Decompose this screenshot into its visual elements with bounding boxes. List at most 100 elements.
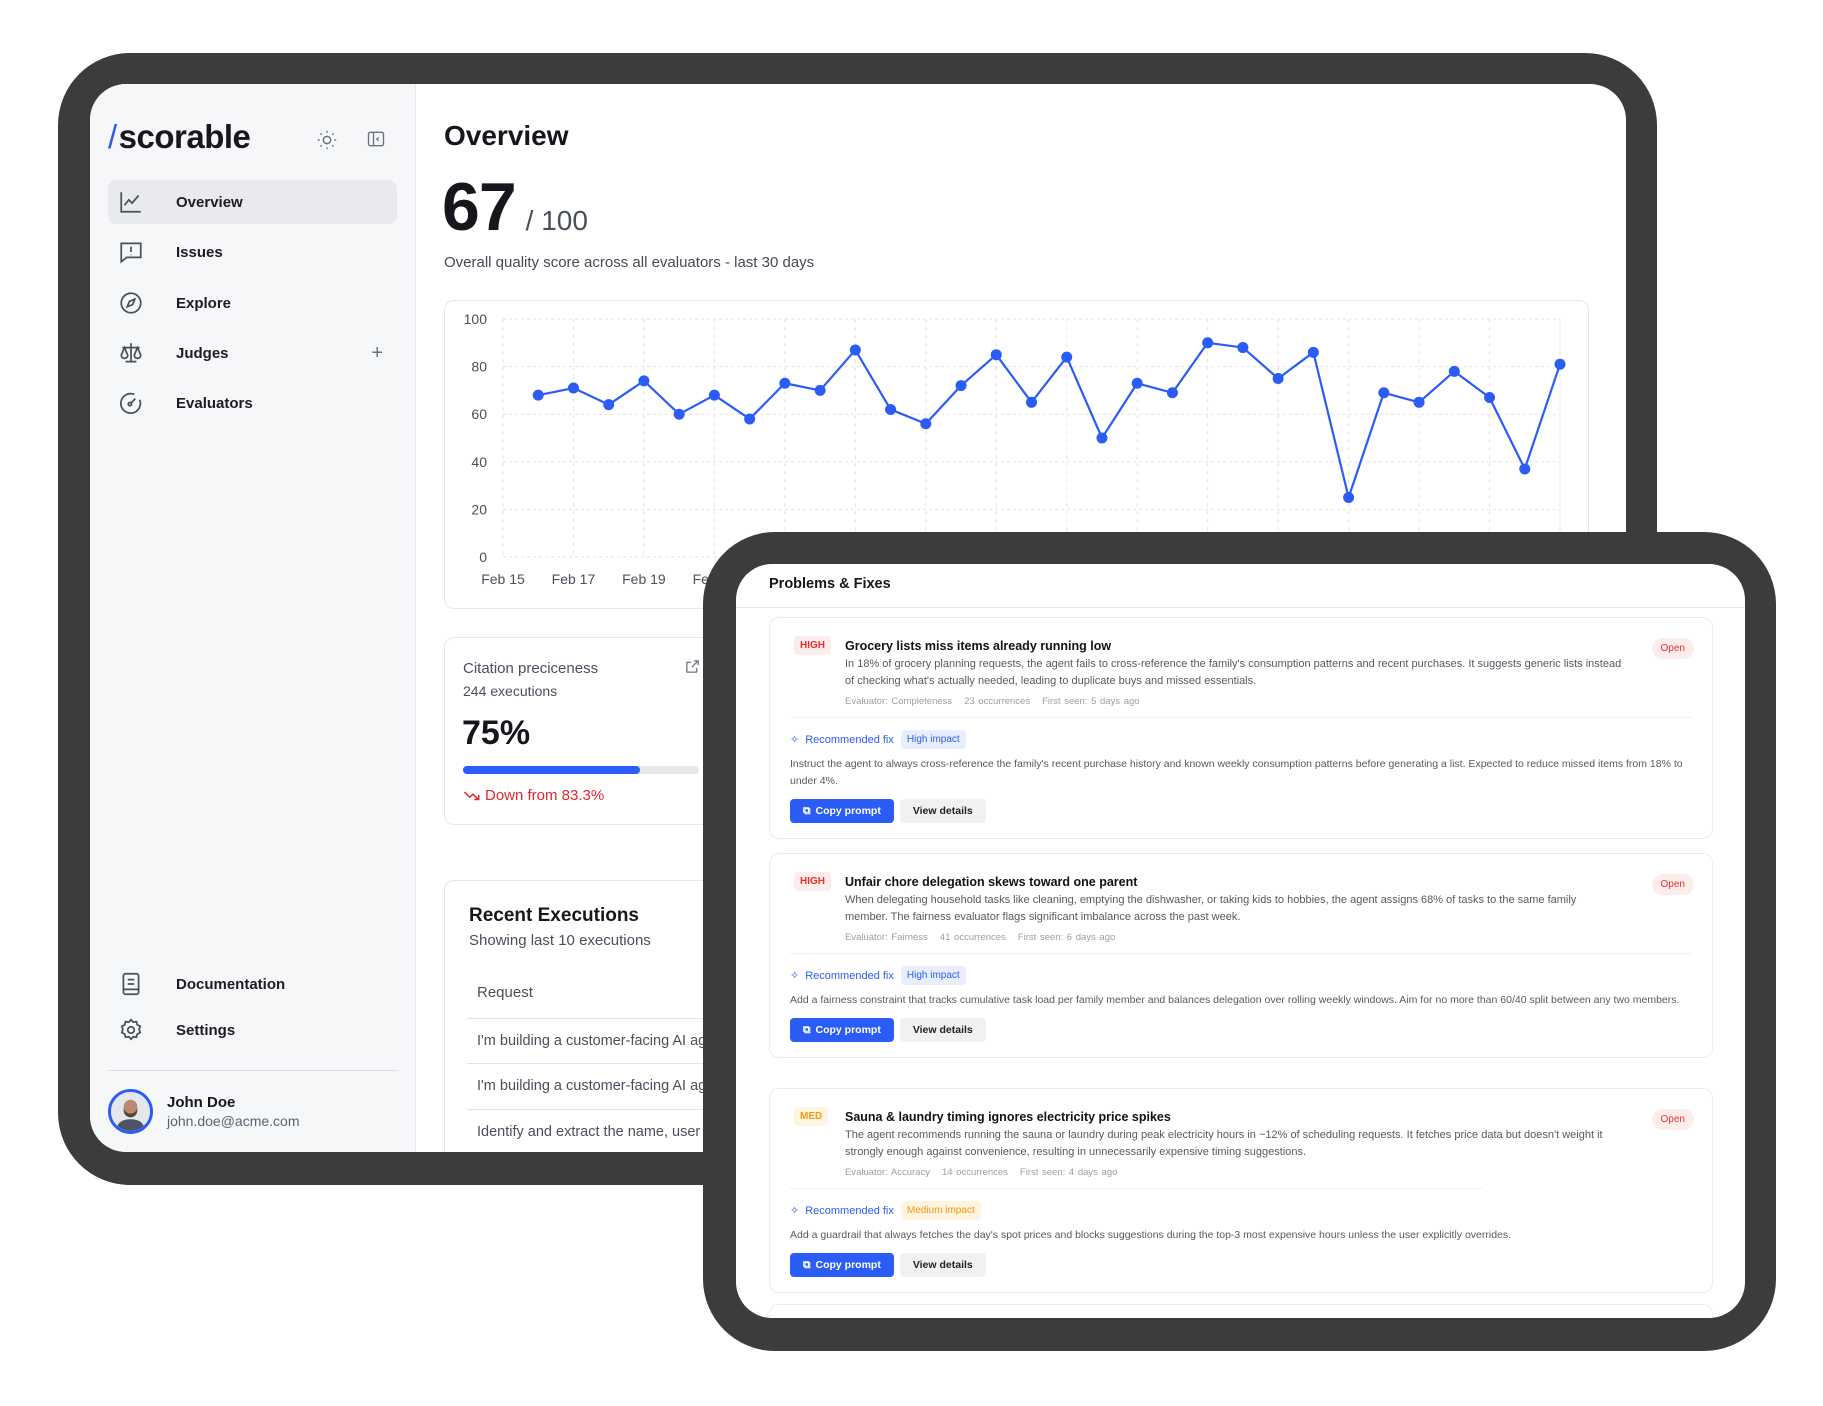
sidebar-item-label: Settings: [176, 1021, 236, 1039]
table-row[interactable]: I'm building a customer-facing AI ag: [477, 1078, 707, 1094]
logo-text: scorable: [118, 118, 251, 155]
y-tick-label: 0: [479, 549, 487, 565]
citation-preciceness-card[interactable]: Citation preciceness 244 executions 75% …: [444, 637, 716, 825]
data-point: [744, 413, 756, 425]
table-row[interactable]: I'm building a customer-facing AI ag: [477, 1033, 707, 1049]
problem-meta: Evaluator: Fairness 41 occurrences First s…: [845, 932, 1622, 943]
status-badge: Open: [1651, 638, 1694, 659]
score-caption: Overall quality score across all evaluat…: [444, 254, 815, 271]
data-point: [1237, 342, 1249, 354]
page-title: Overview: [444, 120, 569, 151]
sidebar-item-overview[interactable]: Overview: [108, 180, 397, 224]
gauge-icon: [118, 390, 144, 416]
fix-description: Add a guardrail that always fetches the …: [790, 1229, 1512, 1241]
sparkle-icon: ✧: [790, 734, 800, 746]
data-point: [567, 382, 579, 394]
data-point: [1448, 365, 1460, 377]
copy-prompt-button[interactable]: ⧉ Copy prompt: [790, 1253, 894, 1277]
impact-badge: Medium impact: [900, 1201, 981, 1220]
recommended-fix-label: Recommended fix: [805, 733, 894, 746]
logo[interactable]: /scorable: [108, 118, 251, 156]
problem-description: In 18% of grocery planning requests, the…: [845, 658, 1622, 687]
sidebar-item-evaluators[interactable]: Evaluators: [108, 381, 397, 425]
scale-icon: [118, 340, 144, 366]
add-judge-plus-icon[interactable]: +: [371, 341, 383, 364]
sidebar-item-settings[interactable]: Settings: [108, 1008, 397, 1052]
problem-meta: Evaluator: Completeness 23 occurrences Fir…: [845, 696, 1622, 707]
fix-description: Add a fairness constraint that tracks cu…: [790, 994, 1680, 1006]
sidebar-item-judges[interactable]: Judges +: [108, 331, 397, 375]
data-point: [1096, 432, 1108, 444]
sidebar-item-label: Documentation: [176, 975, 286, 993]
header-divider: [736, 607, 1745, 608]
button-label: Copy prompt: [815, 1259, 881, 1271]
problem-card: HIGH Open Grocery lists miss items alrea…: [769, 617, 1713, 839]
data-point: [885, 403, 897, 415]
x-tick-label: Feb 15: [481, 571, 525, 587]
divider: [790, 1188, 1482, 1189]
view-details-button[interactable]: View details: [899, 1253, 986, 1277]
y-tick-label: 20: [471, 501, 487, 517]
metric-progress-bar: [463, 766, 699, 774]
view-details-button[interactable]: View details: [899, 799, 986, 823]
trending-down-icon: [463, 791, 480, 801]
compass-icon: [118, 290, 144, 316]
message-alert-icon: [118, 239, 144, 265]
severity-badge: HIGH: [794, 636, 831, 655]
evaluator: Evaluator: Completeness: [845, 696, 953, 707]
data-point: [708, 389, 720, 401]
copy-prompt-button[interactable]: ⧉ Copy prompt: [790, 1018, 894, 1042]
data-point: [990, 349, 1002, 361]
metric-title: Citation preciceness: [463, 660, 599, 677]
metric-value: 75%: [462, 714, 531, 752]
copy-icon: ⧉: [803, 1023, 811, 1036]
table-row[interactable]: Identify and extract the name, user: [477, 1124, 701, 1140]
status-badge: Open: [1651, 1109, 1694, 1130]
data-point: [1166, 387, 1178, 399]
first-seen: First seen: 5 days ago: [1042, 696, 1140, 707]
x-tick-label: Feb 17: [552, 571, 596, 587]
series-line: [538, 341, 1562, 499]
first-seen: First seen: 6 days ago: [1017, 932, 1116, 943]
problems-panel: Problems & Fixes HIGH Open Grocery lists…: [736, 564, 1745, 1318]
sidebar-item-issues[interactable]: Issues: [108, 230, 397, 274]
y-tick-label: 40: [471, 454, 487, 470]
data-point: [603, 399, 615, 411]
severity-badge: MED: [794, 1107, 829, 1126]
problem-description: When delegating household tasks like cle…: [845, 894, 1577, 923]
impact-badge: High impact: [900, 730, 966, 749]
occurrences: 23 occurrences: [964, 696, 1031, 707]
evaluator: Evaluator: Accuracy: [845, 1167, 930, 1178]
problem-title: Unfair chore delegation skews toward one…: [845, 875, 1138, 889]
sidebar-item-label: Issues: [176, 243, 223, 261]
divider: [790, 953, 1692, 954]
external-link-icon[interactable]: [684, 658, 701, 680]
gear-icon: [118, 1017, 144, 1043]
sidebar-item-explore[interactable]: Explore: [108, 281, 397, 325]
data-point: [1307, 346, 1319, 358]
button-label: Copy prompt: [815, 1024, 881, 1036]
logo-slash: /: [108, 118, 117, 155]
collapse-sidebar-icon[interactable]: [366, 129, 388, 151]
occurrences: 41 occurrences: [939, 932, 1006, 943]
data-point: [1413, 396, 1425, 408]
data-point: [1554, 358, 1566, 370]
data-point: [920, 418, 932, 430]
sidebar: /scorable Overview Issues Explore Judges…: [90, 84, 416, 1152]
data-point: [955, 380, 967, 392]
sidebar-item-documentation[interactable]: Documentation: [108, 962, 397, 1006]
problem-card-partial: [769, 1304, 1713, 1318]
recent-subtitle: Showing last 10 executions: [469, 932, 651, 949]
copy-prompt-button[interactable]: ⧉ Copy prompt: [790, 799, 894, 823]
theme-toggle-sun-icon[interactable]: [316, 129, 338, 151]
user-name: John Doe: [167, 1094, 236, 1111]
impact-badge: High impact: [900, 966, 966, 985]
occurrences: 14 occurrences: [941, 1167, 1008, 1178]
score-value: 67: [442, 169, 517, 245]
avatar[interactable]: [108, 1089, 153, 1134]
sidebar-item-label: Overview: [176, 193, 243, 211]
y-tick-label: 60: [471, 406, 487, 422]
recommended-fix-label: Recommended fix: [805, 969, 894, 982]
data-point: [1026, 396, 1037, 408]
view-details-button[interactable]: View details: [899, 1018, 986, 1042]
